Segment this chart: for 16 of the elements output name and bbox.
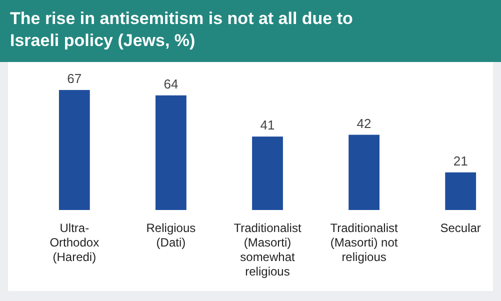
bar — [445, 172, 476, 210]
data-label: 64 — [164, 76, 178, 92]
bar — [156, 95, 186, 210]
x-tick-label: Ultra- Orthodox (Haredi) — [50, 221, 100, 264]
chart-title: The rise in antisemitism is not at all due to Israeli policy (Jews, %) — [10, 9, 353, 50]
data-label: 42 — [356, 116, 372, 131]
bar — [252, 136, 283, 210]
data-label: 41 — [260, 118, 275, 133]
x-tick-label: Traditionalist (Masorti) somewhat religious — [234, 221, 302, 278]
x-tick-label: Secular — [440, 221, 481, 235]
bar — [58, 90, 90, 210]
bar — [348, 134, 380, 210]
data-label: 67 — [67, 71, 82, 86]
x-tick-label: Traditionalist (Masorti) not religious — [330, 221, 398, 264]
x-tick-label: Religious (Dati) — [146, 221, 196, 250]
data-label: 21 — [453, 153, 468, 168]
